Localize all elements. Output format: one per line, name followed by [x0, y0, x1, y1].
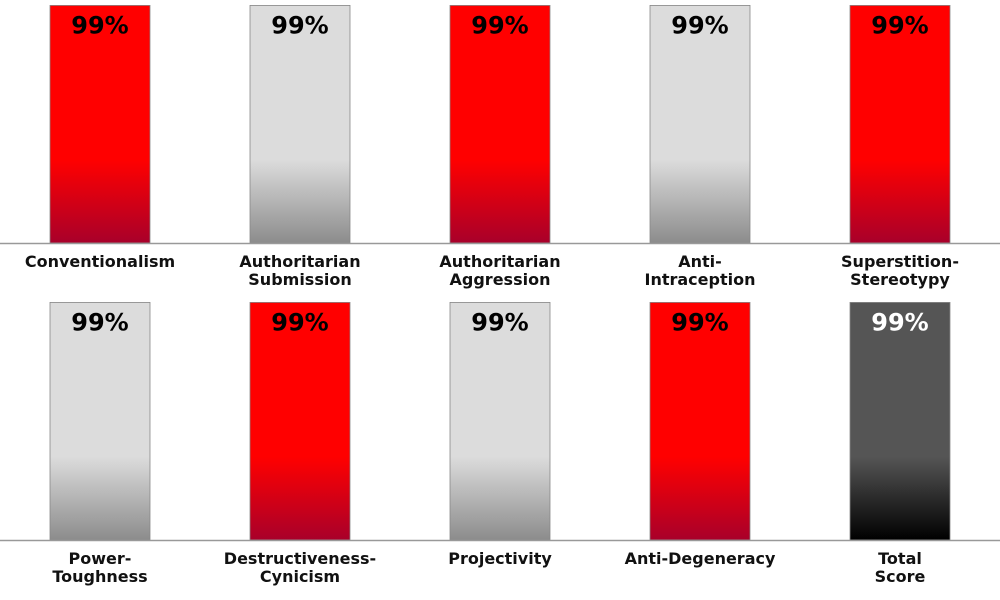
category-label: Stereotypy	[850, 270, 950, 289]
category-label: Destructiveness-	[224, 549, 376, 568]
bar	[849, 5, 951, 244]
bar-value-label: 99%	[671, 308, 728, 336]
category-label: Authoritarian	[439, 252, 560, 271]
category-label: Superstition-	[841, 252, 959, 271]
bar	[49, 301, 151, 541]
bar	[849, 301, 951, 541]
category-label: Score	[875, 567, 926, 586]
category-label: Total	[878, 549, 922, 568]
bar-value-label: 99%	[271, 11, 328, 39]
bar-value-label: 99%	[671, 11, 728, 39]
category-label: Power-	[69, 549, 132, 568]
bar-value-label: 99%	[871, 308, 928, 336]
category-label: Anti-	[678, 252, 722, 271]
bar	[249, 5, 351, 244]
bar-value-label: 99%	[871, 11, 928, 39]
category-label: Toughness	[52, 567, 147, 586]
category-label: Intraception	[645, 270, 756, 289]
category-label: Aggression	[450, 270, 551, 289]
bar	[49, 5, 151, 244]
bar-value-label: 99%	[71, 308, 128, 336]
category-label: Submission	[248, 270, 351, 289]
category-label: Conventionalism	[25, 252, 175, 271]
chart-row-2: 99% Power-Toughness 99% Destructiveness-Cyn…	[0, 301, 1000, 586]
category-label: Anti-Degeneracy	[625, 549, 776, 568]
chart-row-1: 99%Conventionalism99%AuthoritarianSubmis…	[0, 5, 1000, 289]
bar-value-label: 99%	[271, 308, 328, 336]
bar-value-label: 99%	[471, 11, 528, 39]
bar	[449, 301, 551, 541]
bar	[449, 5, 551, 244]
category-label: Authoritarian	[239, 252, 360, 271]
category-label: Projectivity	[448, 549, 552, 568]
category-label: Cynicism	[260, 567, 340, 586]
bar	[649, 301, 751, 541]
bar	[649, 5, 751, 244]
bar-value-label: 99%	[71, 11, 128, 39]
bar	[249, 301, 351, 541]
bar-value-label: 99%	[471, 308, 528, 336]
